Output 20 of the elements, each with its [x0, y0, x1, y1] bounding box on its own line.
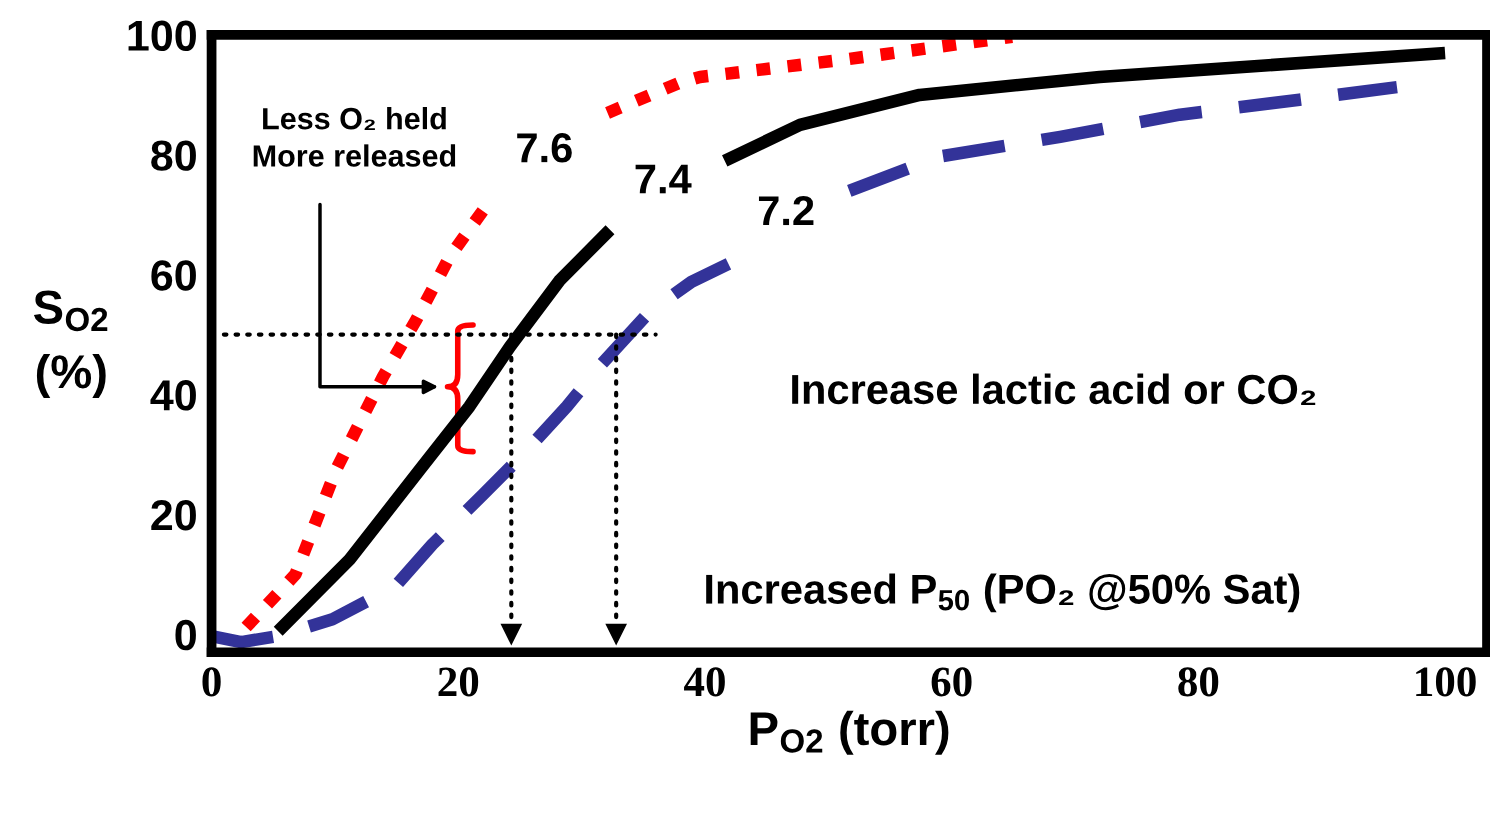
x-tick-label: 0	[202, 667, 221, 697]
x-tick-label: 20	[438, 667, 479, 697]
x-tick-label: 60	[931, 667, 972, 697]
y-tick-label: 20	[151, 499, 196, 531]
x-tick-label: 80	[1178, 667, 1219, 697]
x-tick-label: 40	[684, 667, 725, 697]
y-tick-label: 80	[151, 140, 196, 171]
series-label: 7.4	[635, 164, 692, 194]
x-axis-title: P$_{O2}$ (torr)	[750, 710, 949, 755]
series-label: 7.6	[517, 133, 572, 163]
y-tick-label: 0	[175, 619, 196, 651]
y-axis-title: S$_{O2}$ (%)	[33, 290, 108, 398]
annotation: Less O₂ held More released	[253, 107, 456, 167]
x-tick-label: 100	[1416, 667, 1476, 697]
annotation: Increased P$_{50}$ (PO₂ @50% Sat)	[706, 573, 1300, 613]
y-tick-label: 60	[151, 260, 196, 291]
annotation: Increase lactic acid or CO₂	[792, 373, 1316, 406]
y-tick-label: 100	[128, 20, 196, 52]
series-label: 7.2	[758, 195, 814, 226]
y-tick-label: 40	[150, 380, 196, 411]
